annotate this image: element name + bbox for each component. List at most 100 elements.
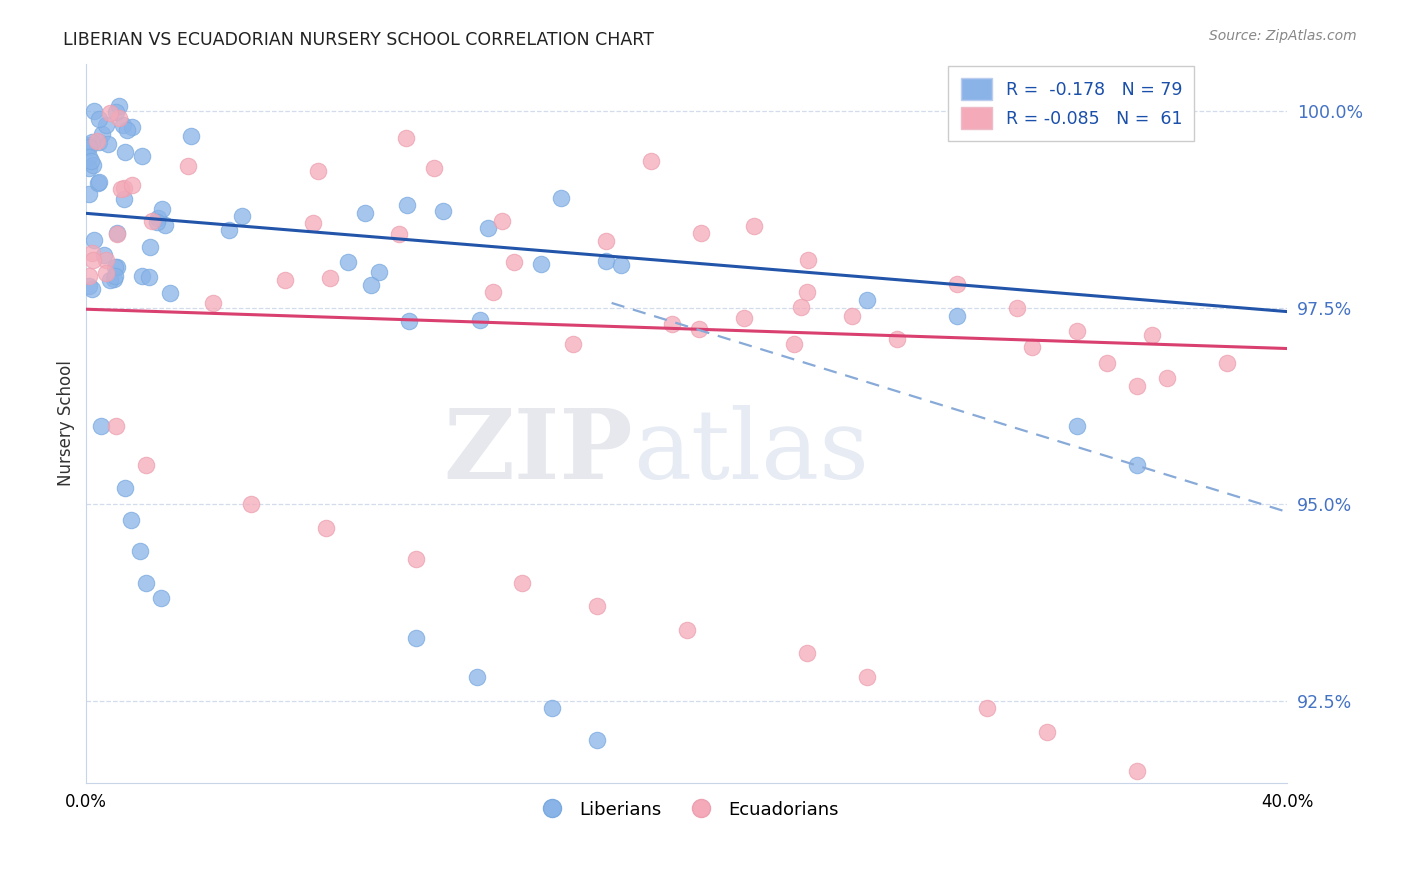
Point bbox=[104, 269, 127, 284]
Point bbox=[510, 575, 533, 590]
Point bbox=[86, 134, 108, 148]
Point bbox=[585, 732, 607, 747]
Point bbox=[661, 318, 683, 332]
Point bbox=[80, 245, 103, 260]
Point bbox=[104, 105, 127, 120]
Point bbox=[797, 253, 820, 268]
Point bbox=[690, 226, 713, 240]
Point bbox=[141, 214, 163, 228]
Point bbox=[302, 216, 325, 230]
Point bbox=[159, 285, 181, 300]
Point bbox=[138, 270, 160, 285]
Point bbox=[139, 240, 162, 254]
Point bbox=[120, 513, 142, 527]
Y-axis label: Nursery School: Nursery School bbox=[58, 360, 75, 486]
Point bbox=[595, 254, 617, 268]
Point bbox=[79, 161, 101, 175]
Point bbox=[1126, 764, 1149, 779]
Point bbox=[336, 255, 359, 269]
Point bbox=[105, 227, 128, 241]
Point bbox=[1140, 328, 1163, 343]
Point bbox=[112, 181, 135, 195]
Point bbox=[135, 458, 157, 472]
Point bbox=[886, 332, 908, 346]
Point bbox=[79, 268, 101, 283]
Point bbox=[90, 418, 112, 433]
Point bbox=[790, 301, 813, 315]
Point bbox=[733, 310, 755, 325]
Point bbox=[91, 127, 114, 141]
Point bbox=[114, 482, 136, 496]
Point bbox=[79, 150, 101, 164]
Point bbox=[595, 234, 617, 248]
Point bbox=[946, 277, 969, 291]
Point bbox=[135, 575, 157, 590]
Point bbox=[121, 178, 143, 192]
Point bbox=[1126, 379, 1149, 393]
Point bbox=[1126, 458, 1149, 472]
Point bbox=[1005, 301, 1028, 315]
Point bbox=[561, 336, 583, 351]
Point bbox=[675, 623, 697, 637]
Point bbox=[465, 670, 488, 684]
Point bbox=[1095, 356, 1118, 370]
Point bbox=[110, 181, 132, 195]
Text: atlas: atlas bbox=[633, 405, 869, 500]
Point bbox=[107, 111, 129, 125]
Point bbox=[98, 272, 121, 286]
Point bbox=[470, 312, 492, 326]
Point bbox=[783, 337, 806, 351]
Point bbox=[94, 252, 117, 267]
Point bbox=[395, 130, 418, 145]
Point bbox=[87, 176, 110, 190]
Point bbox=[319, 271, 342, 285]
Point bbox=[1156, 371, 1178, 385]
Point bbox=[477, 220, 499, 235]
Point bbox=[1066, 324, 1088, 338]
Point bbox=[796, 647, 818, 661]
Point bbox=[422, 161, 444, 175]
Point bbox=[96, 266, 118, 280]
Point bbox=[550, 190, 572, 204]
Point bbox=[87, 175, 110, 189]
Point bbox=[94, 118, 117, 132]
Point bbox=[688, 322, 710, 336]
Point bbox=[108, 99, 131, 113]
Point bbox=[87, 135, 110, 149]
Point bbox=[79, 279, 101, 293]
Point bbox=[368, 265, 391, 279]
Point bbox=[1066, 418, 1088, 433]
Point bbox=[491, 214, 513, 228]
Point bbox=[231, 209, 253, 223]
Point bbox=[104, 260, 127, 275]
Point bbox=[796, 285, 818, 299]
Point bbox=[398, 314, 420, 328]
Point bbox=[354, 205, 377, 219]
Text: LIBERIAN VS ECUADORIAN NURSERY SCHOOL CORRELATION CHART: LIBERIAN VS ECUADORIAN NURSERY SCHOOL CO… bbox=[63, 31, 654, 49]
Point bbox=[540, 701, 562, 715]
Point bbox=[315, 521, 337, 535]
Point bbox=[115, 123, 138, 137]
Point bbox=[396, 198, 419, 212]
Point bbox=[218, 223, 240, 237]
Point bbox=[202, 296, 225, 310]
Point bbox=[146, 215, 169, 229]
Point bbox=[503, 255, 526, 269]
Point bbox=[482, 285, 505, 299]
Point bbox=[96, 136, 118, 151]
Point bbox=[405, 631, 427, 645]
Point bbox=[388, 227, 411, 242]
Point bbox=[87, 112, 110, 127]
Point bbox=[360, 277, 382, 292]
Point bbox=[177, 159, 200, 173]
Point bbox=[307, 164, 329, 178]
Point bbox=[112, 192, 135, 206]
Point bbox=[640, 153, 662, 168]
Point bbox=[82, 157, 104, 171]
Point bbox=[79, 186, 101, 201]
Point bbox=[855, 670, 877, 684]
Point bbox=[1036, 725, 1059, 739]
Point bbox=[131, 269, 153, 284]
Point bbox=[150, 591, 173, 606]
Point bbox=[585, 599, 607, 614]
